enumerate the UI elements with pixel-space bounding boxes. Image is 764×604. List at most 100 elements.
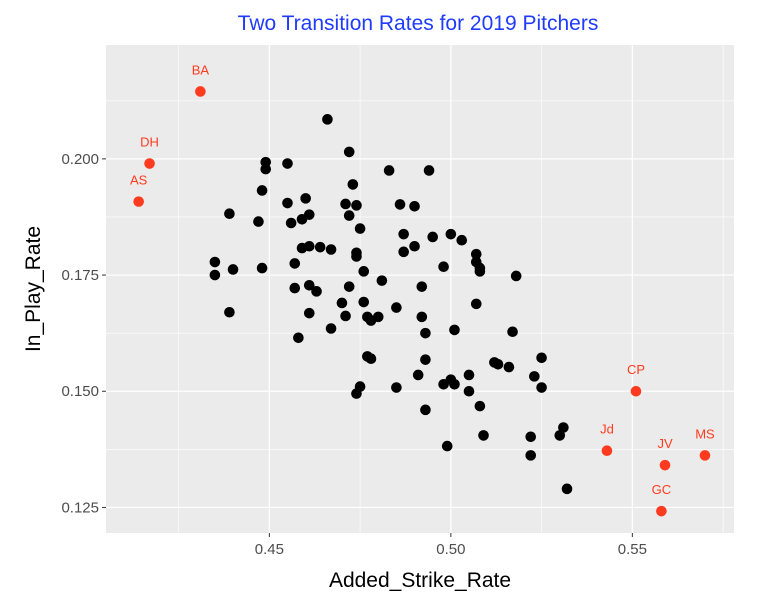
data-point [416,311,428,323]
data-point [285,217,297,229]
data-point [449,324,460,336]
data-point [282,158,293,169]
data-point [561,483,573,495]
data-point [420,404,431,416]
data-point [510,270,522,282]
point-label: BA [192,62,210,77]
minor-gridlines [106,45,734,533]
chart-title: Two Transition Rates for 2019 Pitchers [238,12,599,35]
highlighted-point-labels: BA DH AS CP Jd JV MS GC [130,62,715,497]
data-point [289,282,301,294]
data-point [365,315,377,326]
data-point [438,261,449,272]
x-tick-label: 0.45 [255,541,284,558]
y-tick-label: 0.200 [61,151,99,168]
data-point [391,302,402,313]
data-point [300,193,311,204]
x-axis-ticks: 0.45 0.50 0.55 [255,533,647,558]
data-point [256,185,268,196]
data-point [474,400,486,412]
data-point [470,298,482,310]
data-point [409,240,420,252]
data-point [554,430,566,441]
highlighted-point [699,450,711,461]
data-point [394,199,406,210]
point-label: JV [657,436,673,451]
data-point [209,269,221,281]
data-point [358,266,370,277]
data-point [492,358,504,370]
data-point [303,307,315,319]
x-tick-label: 0.55 [618,541,647,558]
data-point [314,241,326,253]
data-point [420,327,431,339]
data-point [340,198,351,210]
data-point [391,382,402,393]
data-point [525,431,537,443]
x-tick-label: 0.50 [436,541,465,558]
data-point [343,210,355,221]
data-point [507,326,518,338]
highlighted-point [144,158,155,169]
data-point [351,251,362,262]
data-point [445,228,457,240]
data-point [470,248,482,260]
point-label: Jd [600,422,614,437]
data-point [256,262,268,274]
data-point [478,430,489,441]
data-point [449,378,460,390]
data-point [416,281,428,292]
data-point [525,450,537,461]
data-point [343,146,355,158]
y-axis-title: In_Play_Rate [22,226,45,352]
data-point [558,422,569,433]
highlighted-point [601,445,613,457]
point-label: MS [695,426,715,441]
data-point [325,323,337,334]
data-point [412,369,424,381]
data-point [351,388,362,399]
data-point [351,200,362,211]
highlighted-point [630,385,642,397]
data-point [409,200,420,212]
data-point [536,382,547,393]
data-point [296,213,308,225]
data-point [456,234,468,246]
highlighted-point [656,505,667,517]
data-point [423,165,435,176]
data-point [398,228,409,240]
data-point [536,352,547,364]
data-point [398,246,409,258]
data-point [474,266,486,277]
data-point [336,297,348,309]
point-label: CP [627,362,645,377]
data-point [293,332,304,344]
y-tick-label: 0.150 [61,383,99,400]
data-point [289,258,301,269]
data-point [503,361,515,373]
data-point [343,281,355,292]
data-point [325,244,337,255]
data-point [438,378,449,390]
point-label: GC [652,482,672,497]
data-point [303,279,315,291]
y-tick-label: 0.175 [61,267,99,284]
data-points [209,114,573,495]
highlighted-point [659,459,671,471]
data-point [420,354,431,365]
highlighted-points [133,86,711,517]
data-point [529,371,540,382]
data-point [383,165,395,176]
data-point [224,306,235,318]
data-point [441,440,453,452]
data-point [463,369,475,381]
data-point [322,114,333,125]
y-axis-ticks: 0.125 0.150 0.175 0.200 [61,151,106,516]
data-point [354,223,366,234]
data-point [347,179,359,190]
data-point [376,275,388,286]
data-point [227,264,239,275]
data-point [253,216,264,227]
data-point [209,256,221,268]
